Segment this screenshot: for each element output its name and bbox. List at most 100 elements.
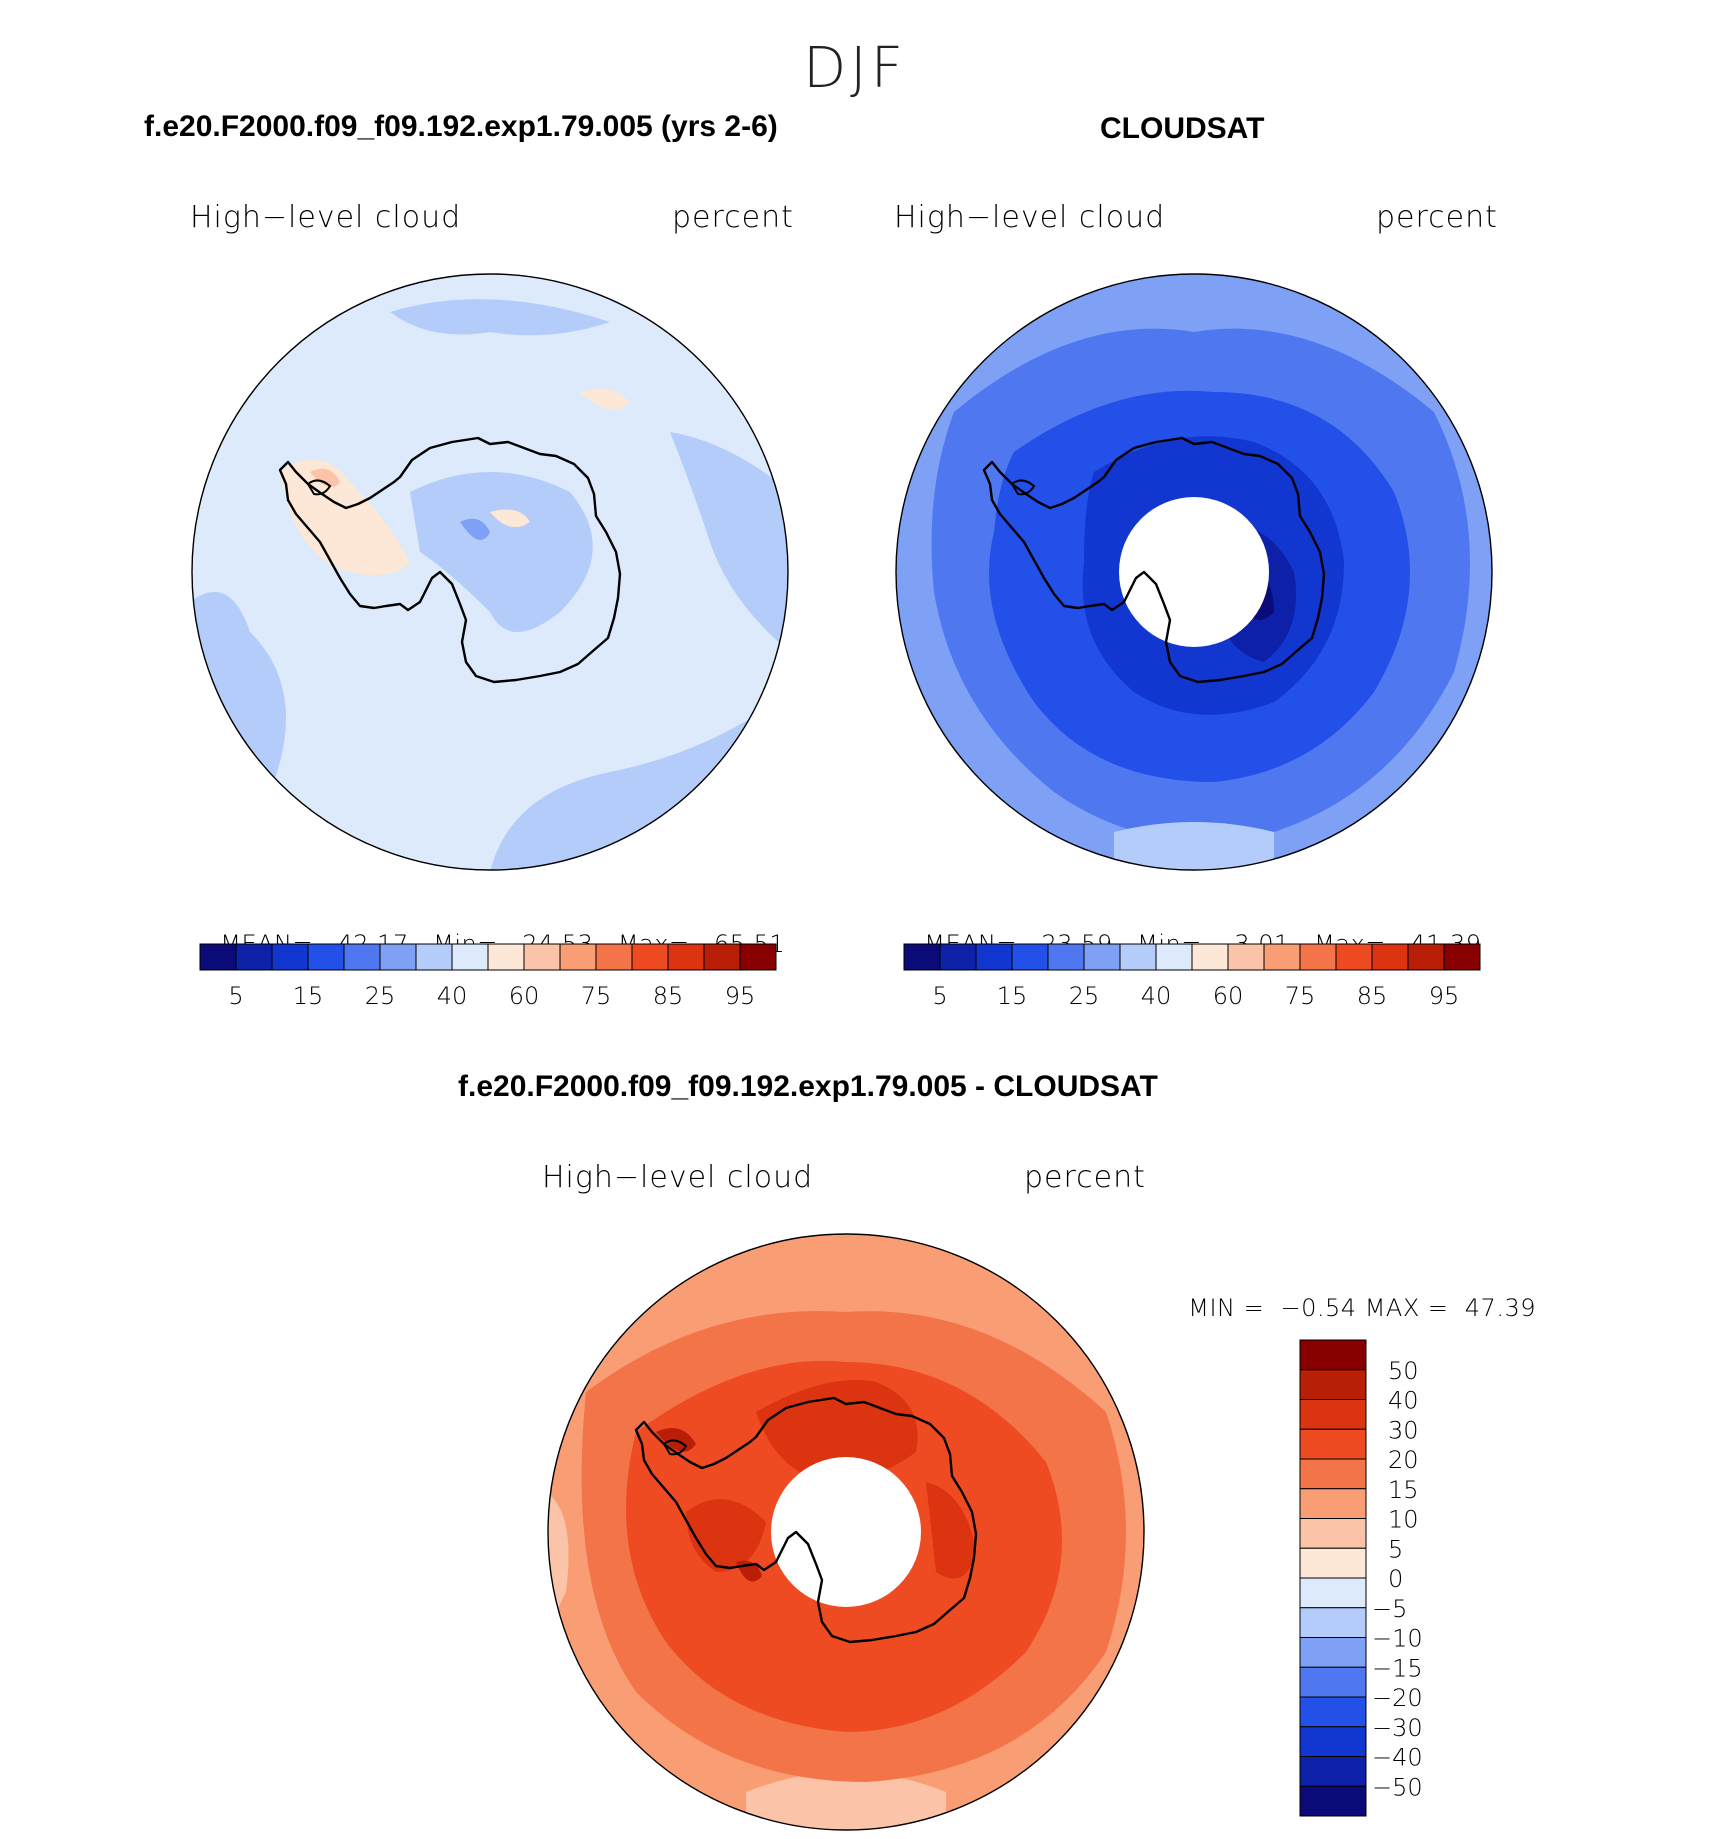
model-variable-label: High−level cloud (190, 200, 462, 235)
colorbar-segment (235, 943, 273, 971)
diff-max-label: MAX = (1364, 1294, 1449, 1322)
colorbar-segment (903, 943, 941, 971)
colorbar-segment (523, 943, 561, 971)
colorbar-segment (1299, 1339, 1367, 1371)
colorbar-tick-label: 60 (509, 982, 540, 1010)
colorbar-tick-label: 5 (1388, 1535, 1403, 1563)
colorbar-segment (451, 943, 489, 971)
diff-variable-label: High−level cloud (542, 1160, 814, 1195)
obs-units-label: percent (1376, 200, 1498, 235)
obs-polar-map (895, 273, 1493, 871)
colorbar-segment (1299, 1428, 1367, 1460)
colorbar-segment (199, 943, 237, 971)
obs-colorbar: 5 15 25 40 60 75 85 95 (903, 943, 1481, 1010)
colorbar-tick-label: −40 (1372, 1744, 1423, 1772)
diff-stats: MIN = −0.54 MAX = 47.39 (1172, 1266, 1536, 1322)
contour-region (670, 432, 788, 652)
colorbar-tick-label: 75 (1285, 982, 1316, 1010)
contour-region (460, 518, 490, 540)
colorbar-tick-label: −30 (1372, 1714, 1423, 1742)
colorbar-segment (343, 943, 381, 971)
colorbar-segment (1119, 943, 1157, 971)
missing-data-hole (1119, 497, 1269, 647)
colorbar-segment (1299, 1518, 1367, 1549)
colorbar-segment (1407, 943, 1445, 971)
colorbar-segment (1011, 943, 1049, 971)
diff-min-value: −0.54 (1280, 1294, 1357, 1322)
colorbar-segment (1155, 943, 1193, 971)
contour-region (410, 472, 593, 632)
colorbar-tick-label: 5 (932, 982, 947, 1010)
colorbar-segment (559, 943, 597, 971)
colorbar-tick-label: 15 (997, 982, 1028, 1010)
antarctica-coastline (634, 1396, 978, 1644)
colorbar-tick-label: −15 (1372, 1654, 1423, 1682)
diff-units-label: percent (1024, 1160, 1146, 1195)
colorbar-segment (1047, 943, 1085, 971)
colorbar-segment (1299, 1547, 1367, 1579)
colorbar-segment (595, 943, 633, 971)
colorbar-segment (379, 943, 417, 971)
colorbar-segment (739, 943, 777, 971)
colorbar-segment (1371, 943, 1409, 971)
map-boundary (895, 273, 1493, 871)
colorbar-tick-label: −20 (1372, 1684, 1423, 1712)
colorbar-tick-label: 95 (1429, 982, 1460, 1010)
contour-region (926, 1482, 976, 1579)
colorbar-segment (1299, 1637, 1367, 1668)
peninsula-coastline (306, 479, 332, 496)
colorbar-segment (1191, 943, 1229, 971)
colorbar-tick-label: 50 (1388, 1357, 1419, 1385)
colorbar-segment (1299, 1369, 1367, 1400)
colorbar-segment (1083, 943, 1121, 971)
colorbar-segment (975, 943, 1013, 971)
colorbar-tick-label: 75 (581, 982, 612, 1010)
antarctica-coastline (278, 436, 622, 684)
model-polar-map (191, 273, 789, 871)
antarctica-coastline (982, 436, 1326, 684)
colorbar-tick-label: 95 (725, 982, 756, 1010)
colorbar-segment (1335, 943, 1373, 971)
colorbar-tick-label: 40 (1141, 982, 1172, 1010)
colorbar-segment (1263, 943, 1301, 971)
colorbar-segment (1443, 943, 1481, 971)
model-colorbar: 5 15 25 40 60 75 85 95 (199, 943, 777, 1010)
contour-region (580, 388, 630, 410)
diff-min-label: MIN = (1188, 1294, 1265, 1322)
colorbar-segment (271, 943, 309, 971)
colorbar-tick-label: 5 (228, 982, 243, 1010)
contour-region (490, 509, 530, 528)
missing-data-hole (771, 1457, 921, 1607)
map-boundary (191, 273, 789, 871)
colorbar-tick-label: −5 (1372, 1595, 1407, 1623)
colorbar-segment (1299, 1399, 1367, 1430)
colorbar-tick-label: 40 (1388, 1387, 1419, 1415)
colorbar-segment (939, 943, 977, 971)
colorbar-segment (1299, 1785, 1367, 1817)
contour-region (310, 468, 340, 488)
colorbar-segment (1299, 1696, 1367, 1728)
contour-region (746, 1772, 946, 1830)
diff-case-title: f.e20.F2000.f09_f09.192.exp1.79.005 - CL… (458, 1070, 1158, 1103)
colorbar-tick-label: 40 (437, 982, 468, 1010)
colorbar-segment (1299, 1666, 1367, 1698)
colorbar-tick-label: 85 (1357, 982, 1388, 1010)
colorbar-segment (487, 943, 525, 971)
contour-region (1114, 822, 1274, 870)
colorbar-segment (631, 943, 669, 971)
obs-variable-label: High−level cloud (894, 200, 1166, 235)
colorbar-tick-label: 0 (1388, 1565, 1403, 1593)
colorbar-segment (1299, 1756, 1367, 1787)
colorbar-segment (1227, 943, 1265, 971)
colorbar-segment (667, 943, 705, 971)
colorbar-tick-label: 25 (1069, 982, 1100, 1010)
colorbar-segment (415, 943, 453, 971)
peninsula-coastline (1010, 479, 1036, 496)
colorbar-tick-label: −10 (1372, 1625, 1423, 1653)
colorbar-segment (1299, 1577, 1367, 1609)
diff-polar-map (547, 1233, 1145, 1831)
season-title: DJF (803, 36, 907, 101)
colorbar-tick-label: 15 (1388, 1476, 1419, 1504)
colorbar-segment (1299, 943, 1337, 971)
